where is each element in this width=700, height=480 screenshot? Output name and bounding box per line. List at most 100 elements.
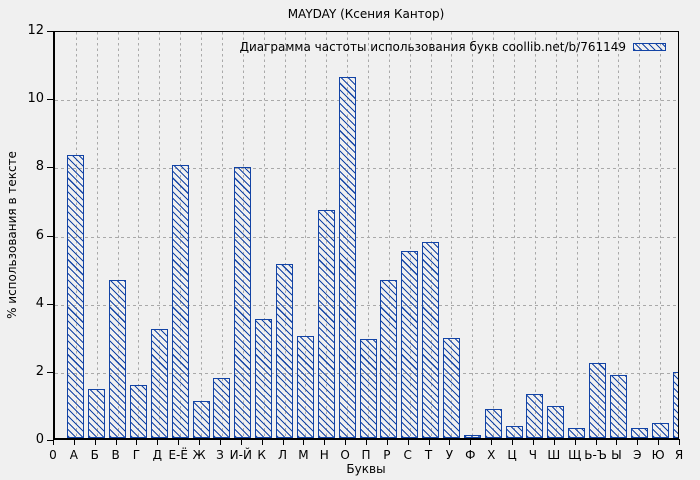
legend-label: Диаграмма частоты использования букв coo… — [239, 40, 626, 54]
x-tick-label: Ш — [547, 448, 561, 462]
x-tick-label: П — [361, 448, 371, 462]
x-tick-mark — [512, 439, 514, 445]
bar-Ц — [505, 426, 523, 438]
x-tick-mark — [136, 439, 138, 445]
x-tick-mark — [219, 439, 221, 445]
x-tick-mark — [637, 439, 639, 445]
x-gridline — [138, 32, 140, 438]
x-gridline — [493, 32, 495, 438]
x-gridline — [368, 32, 369, 438]
x-tick-label: Д — [152, 448, 163, 462]
x-tick-mark — [532, 439, 534, 445]
legend: Диаграмма частоты использования букв coo… — [240, 40, 666, 54]
y-tick-mark — [47, 303, 53, 305]
x-tick-label: З — [216, 448, 224, 462]
x-tick-label: Т — [424, 448, 433, 462]
x-gridline — [96, 32, 98, 438]
x-tick-label: Ж — [192, 448, 206, 462]
y-tick-mark — [47, 31, 53, 32]
y-tick-mark — [47, 167, 53, 169]
bar-Ж — [192, 400, 210, 438]
bar-У — [442, 337, 460, 438]
x-tick-mark — [574, 439, 576, 445]
bar-В — [109, 279, 127, 438]
x-tick-label: Э — [633, 448, 642, 462]
x-tick-mark — [553, 439, 555, 445]
x-tick-label: Г — [132, 448, 141, 462]
x-tick-label: Ч — [528, 448, 538, 462]
x-tick-mark — [324, 439, 326, 445]
x-tick-label: Ц — [507, 448, 517, 462]
x-tick-mark — [94, 439, 96, 445]
x-tick-label: И-Й — [229, 448, 252, 462]
y-gridline — [55, 168, 678, 170]
x-axis-label: Буквы — [346, 462, 386, 476]
x-tick-mark — [366, 439, 367, 445]
bar-Е-Ё — [171, 165, 189, 438]
x-gridline — [201, 32, 203, 438]
x-tick-mark — [345, 439, 347, 445]
x-tick-label: Е-Ё — [168, 448, 188, 462]
x-gridline — [534, 32, 536, 438]
plot-area: Диаграмма частоты использования букв coo… — [53, 31, 679, 440]
x-gridline — [305, 32, 307, 438]
bar-Ю — [651, 422, 669, 438]
x-gridline — [117, 32, 119, 438]
x-tick-mark — [428, 439, 430, 445]
x-tick-mark — [491, 439, 493, 445]
x-tick-mark — [679, 439, 680, 445]
x-tick-label: М — [298, 448, 309, 462]
bar-Ы — [609, 374, 627, 438]
y-gridline — [55, 236, 678, 238]
x-tick-mark — [199, 439, 201, 445]
bar-Ф — [463, 434, 481, 438]
bar-Ь-Ъ — [589, 363, 607, 438]
bar-Х — [484, 409, 502, 438]
x-gridline — [159, 32, 161, 438]
x-gridline — [639, 32, 641, 438]
x-tick-label: Л — [278, 448, 288, 462]
bar-Д — [150, 328, 168, 438]
bar-Н — [317, 209, 335, 438]
x-tick-label: Х — [487, 448, 496, 462]
bar-С — [401, 250, 419, 438]
x-tick-label: Б — [90, 448, 99, 462]
bar-Ч — [526, 393, 544, 438]
x-tick-label: К — [257, 448, 266, 462]
x-tick-label: Ю — [651, 448, 665, 462]
y-tick-label: 2 — [35, 363, 44, 379]
y-tick-label: 10 — [27, 91, 44, 107]
x-tick-label: Ф — [465, 448, 476, 462]
y-tick-label: 6 — [35, 227, 44, 243]
x-gridline — [618, 32, 620, 438]
x-tick-label: А — [69, 448, 78, 462]
bar-Р — [380, 279, 398, 438]
bar-К — [255, 318, 273, 438]
bar-Т — [422, 242, 440, 438]
x-gridline — [514, 32, 516, 438]
x-gridline — [660, 32, 662, 438]
bar-П — [359, 339, 377, 438]
x-tick-label: О — [340, 448, 350, 462]
legend-key-sample — [633, 43, 666, 51]
bar-Щ — [568, 427, 586, 438]
y-tick-label: 8 — [35, 159, 44, 175]
bar-Г — [129, 385, 147, 438]
x-tick-mark — [658, 439, 660, 445]
bar-М — [296, 335, 314, 438]
bar-Ш — [547, 405, 565, 438]
x-tick-mark — [386, 439, 388, 445]
chart-title: MAYDAY (Ксения Кантор) — [287, 7, 445, 21]
x-tick-mark — [595, 439, 597, 445]
y-tick-mark — [47, 99, 53, 101]
x-tick-mark — [53, 439, 54, 445]
y-tick-mark — [47, 235, 53, 237]
y-tick-label: 0 — [35, 432, 44, 447]
y-tick-mark — [47, 371, 53, 373]
x-tick-mark — [240, 439, 242, 445]
x-tick-mark — [470, 439, 472, 445]
x-tick-label: Ы — [611, 448, 622, 462]
x-tick-label: Щ — [568, 448, 582, 462]
x-tick-label: У — [445, 448, 454, 462]
